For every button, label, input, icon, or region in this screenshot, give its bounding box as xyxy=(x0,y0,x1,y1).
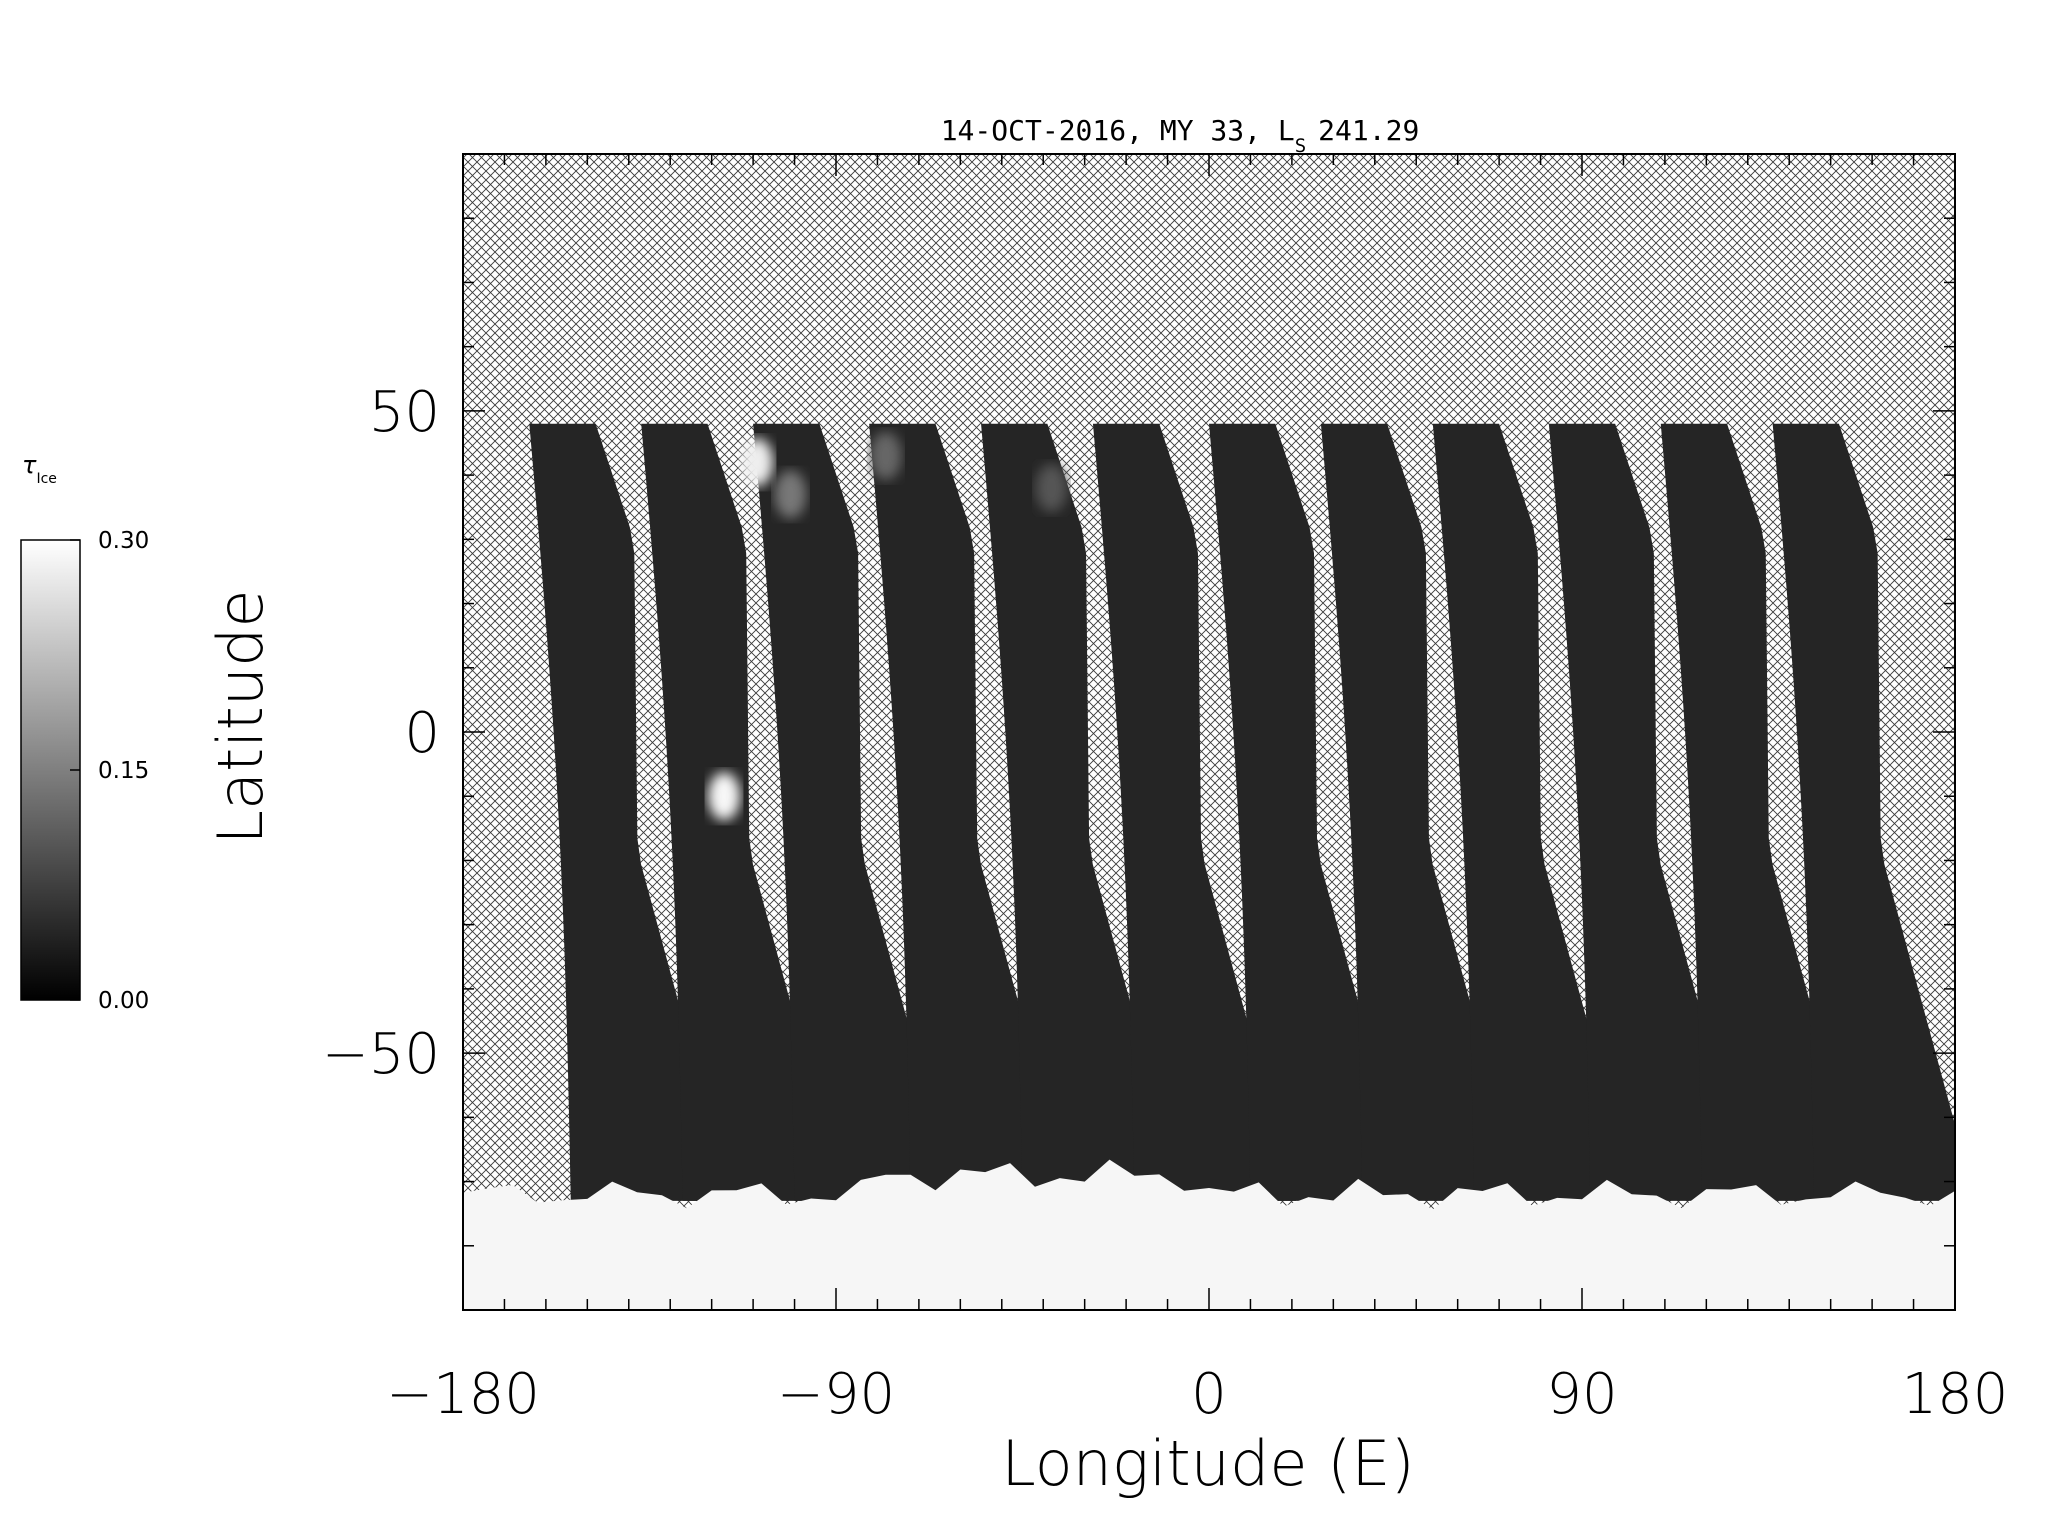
swath-11 xyxy=(1660,423,1864,1201)
swath-5 xyxy=(981,423,1185,1201)
south-polar-ice xyxy=(463,1159,1955,1310)
cloud-feature-2 xyxy=(774,470,807,519)
chart-title: 14-OCT-2016, MY 33, LS 241.29 xyxy=(941,114,1420,157)
x-tick-labels: −180 −90 0 90 180 xyxy=(386,1362,2008,1427)
x-axis-label: Longitude (E) xyxy=(1001,1427,1414,1500)
colorbar: τIce 0.30 0.15 0.00 xyxy=(20,451,149,1014)
cloud-feature-1 xyxy=(741,438,774,487)
swath-6 xyxy=(1092,423,1297,1201)
swath-2 xyxy=(641,423,845,1201)
x-tick-label: −180 xyxy=(386,1362,540,1427)
x-tick-label: 180 xyxy=(1902,1362,2009,1427)
polar-ice-layer xyxy=(463,1159,1955,1310)
swath-10 xyxy=(1548,423,1752,1201)
x-tick-label: 90 xyxy=(1546,1362,1617,1427)
swath-9 xyxy=(1432,423,1636,1201)
y-axis-label: Latitude xyxy=(204,589,277,844)
cloud-feature-4 xyxy=(869,431,902,480)
plot-area xyxy=(462,153,1956,1311)
colorbar-title: τIce xyxy=(22,451,57,487)
swath-7 xyxy=(1209,423,1413,1201)
x-tick-label: −90 xyxy=(777,1362,895,1427)
colorbar-tick-label: 0.30 xyxy=(98,528,149,554)
cloud-feature-3 xyxy=(708,772,741,821)
swath-12 xyxy=(1772,423,1955,1201)
swath-layer xyxy=(529,423,1955,1201)
y-tick-labels: 50 0 −50 xyxy=(322,380,440,1087)
colorbar-ticks: 0.30 0.15 0.00 xyxy=(70,528,149,1014)
colorbar-tick-label: 0.15 xyxy=(98,758,149,784)
y-tick-label: 50 xyxy=(369,380,440,445)
feature-layer xyxy=(708,431,1068,821)
cloud-feature-5 xyxy=(1035,463,1068,512)
y-tick-label: −50 xyxy=(322,1022,440,1087)
y-tick-label: 0 xyxy=(404,701,440,766)
minor-ticks xyxy=(462,153,1956,1311)
colorbar-tick-label: 0.00 xyxy=(98,988,149,1014)
swath-1 xyxy=(529,423,733,1201)
swath-3 xyxy=(753,423,957,1201)
x-tick-label: 0 xyxy=(1191,1362,1227,1427)
swath-4 xyxy=(869,423,1073,1201)
swath-8 xyxy=(1320,423,1524,1201)
